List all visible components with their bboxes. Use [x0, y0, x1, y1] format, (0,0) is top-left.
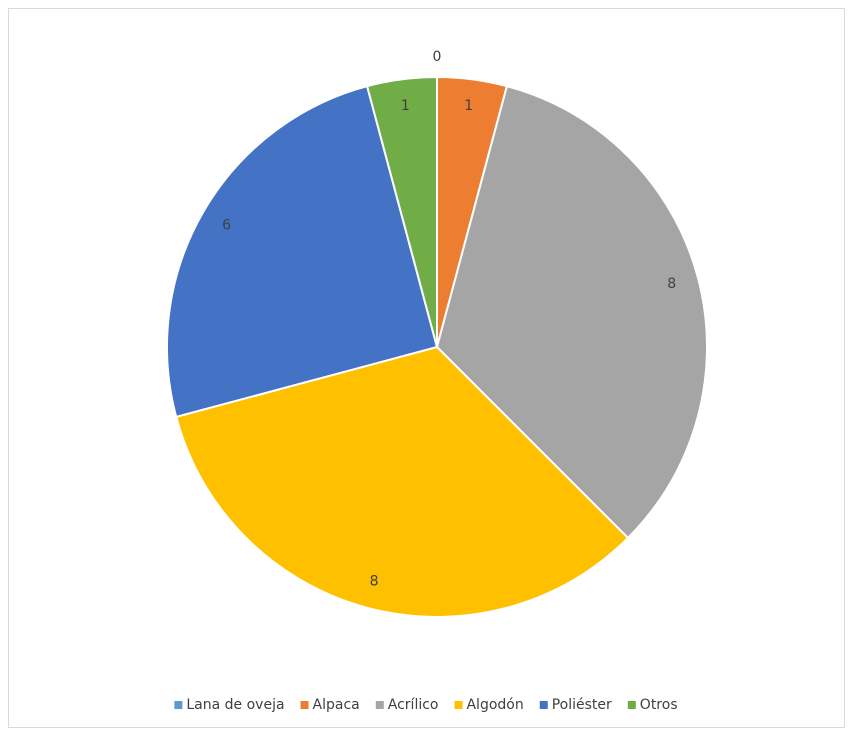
pie-slice — [435, 84, 708, 540]
data-label: 0 — [433, 49, 442, 65]
legend-swatch — [454, 701, 463, 709]
legend-swatch — [300, 701, 309, 709]
legend-label: Algodón — [466, 697, 523, 713]
pie-slice — [174, 345, 630, 618]
data-label: 1 — [401, 98, 410, 114]
pie-slice — [166, 84, 439, 419]
legend-label: Acrílico — [388, 697, 439, 713]
legend-label: Poliéster — [552, 697, 612, 713]
data-label: 6 — [222, 218, 231, 234]
legend-label: Lana de oveja — [186, 697, 284, 713]
legend-label: Alpaca — [313, 697, 360, 713]
legend-swatch — [627, 701, 636, 709]
legend-swatch — [174, 701, 183, 709]
data-label: 1 — [464, 98, 473, 114]
pie-slice — [365, 75, 438, 348]
data-label: 8 — [370, 574, 379, 590]
legend-swatch — [539, 701, 548, 709]
legend-label: Otros — [640, 697, 678, 713]
legend-swatch — [375, 701, 384, 709]
data-label: 8 — [667, 276, 676, 292]
